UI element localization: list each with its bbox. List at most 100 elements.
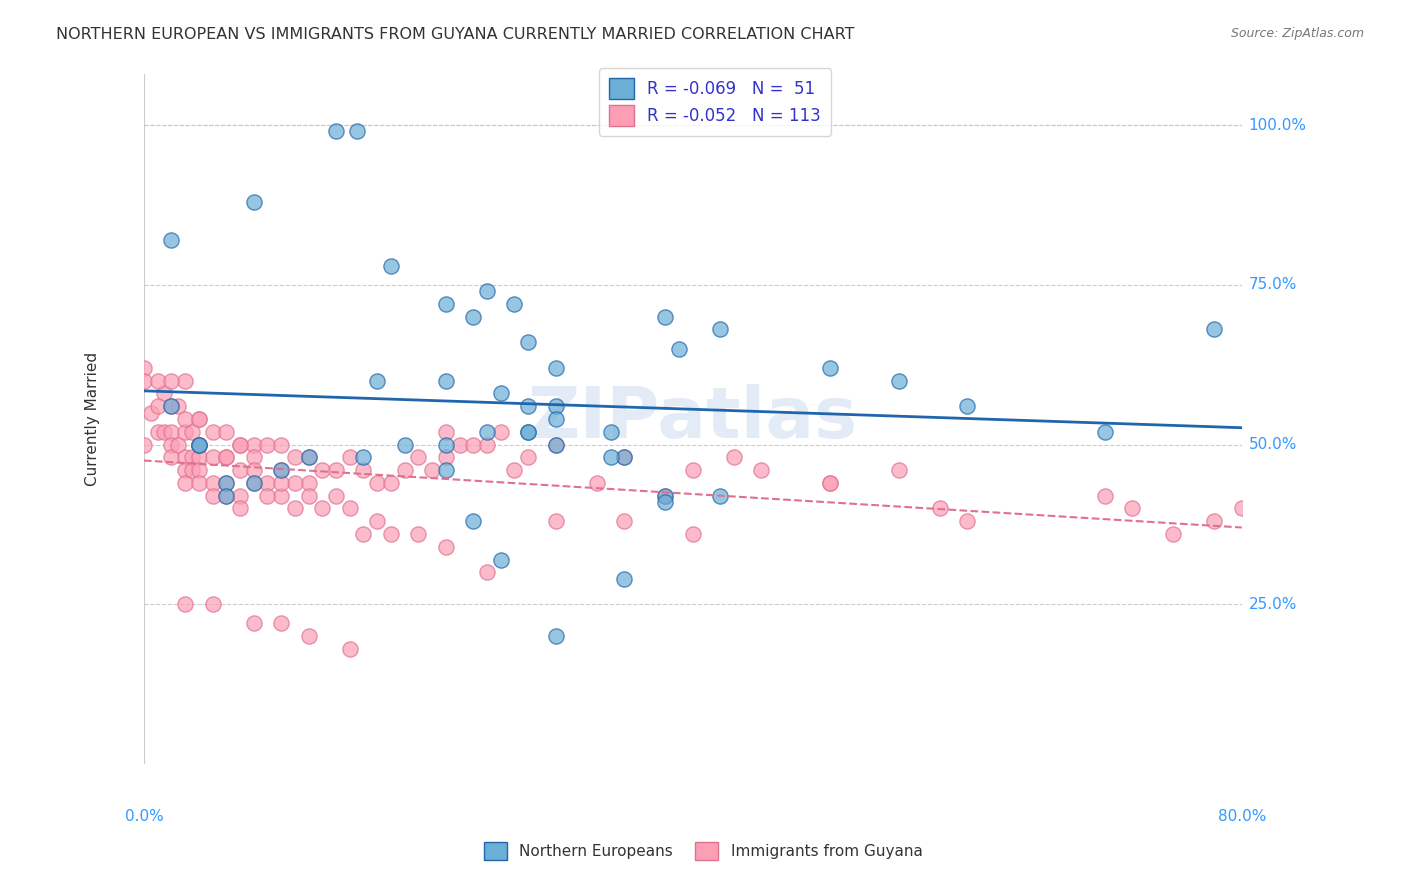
Point xyxy=(215,450,238,465)
Point xyxy=(353,463,375,477)
Point xyxy=(160,425,183,439)
Point xyxy=(160,450,183,465)
Point xyxy=(654,495,676,509)
Point xyxy=(174,597,197,611)
Point xyxy=(229,463,252,477)
Point xyxy=(215,489,238,503)
Point xyxy=(215,425,238,439)
Point xyxy=(270,616,292,631)
Point xyxy=(229,437,252,451)
Point xyxy=(599,450,621,465)
Point xyxy=(311,463,333,477)
Text: 25.0%: 25.0% xyxy=(1249,597,1298,612)
Point xyxy=(187,475,209,490)
Point xyxy=(1161,527,1184,541)
Point xyxy=(160,437,183,451)
Point xyxy=(242,616,264,631)
Point xyxy=(187,437,209,451)
Point xyxy=(434,425,457,439)
Point xyxy=(668,342,690,356)
Point xyxy=(160,399,183,413)
Text: Currently Married: Currently Married xyxy=(84,351,100,486)
Point xyxy=(181,425,204,439)
Point xyxy=(160,374,183,388)
Point xyxy=(339,450,361,465)
Point xyxy=(818,475,841,490)
Point xyxy=(517,450,540,465)
Point xyxy=(463,514,485,528)
Point xyxy=(599,425,621,439)
Point xyxy=(613,572,636,586)
Legend: R = -0.069   N =  51, R = -0.052   N = 113: R = -0.069 N = 51, R = -0.052 N = 113 xyxy=(599,69,831,136)
Point xyxy=(449,437,471,451)
Point xyxy=(818,475,841,490)
Point xyxy=(153,425,176,439)
Point xyxy=(242,475,264,490)
Point xyxy=(585,475,607,490)
Point xyxy=(1204,514,1226,528)
Point xyxy=(353,527,375,541)
Text: 80.0%: 80.0% xyxy=(1218,809,1265,823)
Point xyxy=(434,374,457,388)
Point xyxy=(201,475,224,490)
Point xyxy=(956,399,979,413)
Text: 0.0%: 0.0% xyxy=(125,809,163,823)
Point xyxy=(325,489,347,503)
Point xyxy=(160,399,183,413)
Point xyxy=(434,463,457,477)
Legend: Northern Europeans, Immigrants from Guyana: Northern Europeans, Immigrants from Guya… xyxy=(478,836,928,866)
Point xyxy=(1094,489,1116,503)
Point xyxy=(1121,501,1143,516)
Point xyxy=(654,489,676,503)
Point xyxy=(380,259,402,273)
Point xyxy=(475,284,498,298)
Text: 100.0%: 100.0% xyxy=(1249,118,1306,133)
Point xyxy=(187,412,209,426)
Point xyxy=(366,475,388,490)
Point xyxy=(270,463,292,477)
Point xyxy=(380,475,402,490)
Text: NORTHERN EUROPEAN VS IMMIGRANTS FROM GUYANA CURRENTLY MARRIED CORRELATION CHART: NORTHERN EUROPEAN VS IMMIGRANTS FROM GUY… xyxy=(56,27,855,42)
Point xyxy=(297,450,319,465)
Point xyxy=(887,374,910,388)
Point xyxy=(517,399,540,413)
Point xyxy=(709,489,731,503)
Point xyxy=(187,463,209,477)
Point xyxy=(544,412,567,426)
Point xyxy=(489,552,512,566)
Point xyxy=(297,450,319,465)
Point xyxy=(613,450,636,465)
Point xyxy=(187,437,209,451)
Point xyxy=(242,437,264,451)
Point xyxy=(146,374,169,388)
Text: 50.0%: 50.0% xyxy=(1249,437,1298,452)
Point xyxy=(146,399,169,413)
Point xyxy=(187,437,209,451)
Point xyxy=(256,475,278,490)
Point xyxy=(311,501,333,516)
Point xyxy=(475,566,498,580)
Text: ZIPatlas: ZIPatlas xyxy=(527,384,858,453)
Point xyxy=(394,437,416,451)
Point xyxy=(139,406,162,420)
Point xyxy=(503,297,526,311)
Point xyxy=(434,540,457,554)
Point xyxy=(174,450,197,465)
Point xyxy=(517,335,540,350)
Point xyxy=(160,233,183,247)
Point xyxy=(544,399,567,413)
Point xyxy=(751,463,773,477)
Text: Source: ZipAtlas.com: Source: ZipAtlas.com xyxy=(1230,27,1364,40)
Point xyxy=(346,124,368,138)
Point xyxy=(174,412,197,426)
Point xyxy=(174,425,197,439)
Point xyxy=(181,450,204,465)
Point xyxy=(408,450,430,465)
Point xyxy=(229,501,252,516)
Point xyxy=(201,489,224,503)
Point xyxy=(489,386,512,401)
Point xyxy=(187,450,209,465)
Point xyxy=(229,489,252,503)
Point xyxy=(325,124,347,138)
Point xyxy=(215,475,238,490)
